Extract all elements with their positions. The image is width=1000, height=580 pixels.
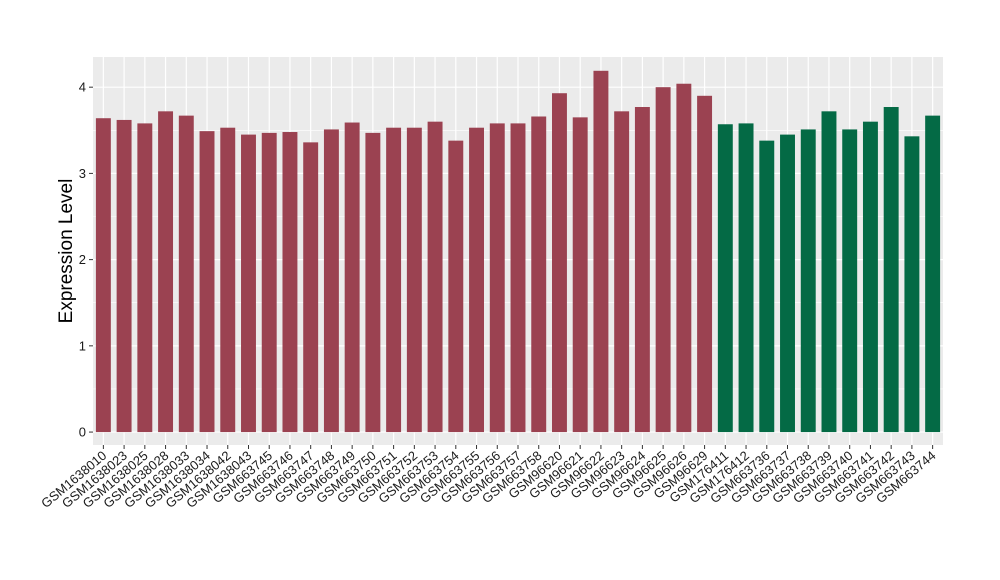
y-tick-label: 3: [79, 166, 86, 181]
bar: [842, 129, 858, 433]
bar: [800, 129, 816, 433]
bar: [572, 117, 588, 433]
bar: [738, 123, 754, 433]
bar: [593, 70, 609, 433]
bar: [95, 118, 111, 433]
bar: [697, 95, 713, 433]
bar: [406, 127, 422, 433]
bars: [95, 70, 941, 433]
bar: [220, 127, 236, 433]
bar: [158, 111, 174, 433]
bar: [386, 127, 402, 433]
y-tick-label: 1: [79, 338, 86, 353]
y-axis: 0 1 2 3 4: [79, 80, 93, 440]
bar: [531, 116, 547, 433]
bar: [821, 111, 837, 433]
bar: [489, 123, 505, 433]
bar: [676, 83, 692, 433]
bar: [365, 132, 381, 433]
bar: [510, 123, 526, 433]
bar: [759, 140, 775, 433]
bar: [862, 121, 878, 433]
bar: [282, 132, 298, 433]
bar: [137, 123, 153, 433]
bar: [303, 142, 319, 433]
bar: [178, 115, 194, 433]
bar: [323, 129, 339, 433]
bar: [904, 136, 920, 433]
bar: [116, 119, 132, 433]
y-tick-label: 4: [79, 80, 86, 95]
bar: [655, 87, 671, 433]
bar: [241, 134, 256, 433]
bar: [469, 127, 484, 433]
bar: [199, 131, 215, 433]
bar: [925, 115, 941, 433]
bar: [427, 121, 443, 433]
x-axis: GSM1638010GSM1638023GSM1638025GSM1638028…: [38, 445, 939, 511]
bar: [614, 111, 630, 433]
y-axis-title: Expression Level: [56, 179, 77, 324]
bar: [634, 107, 650, 433]
bar: [344, 122, 360, 433]
y-tick-label: 0: [79, 425, 86, 440]
y-tick-label: 2: [79, 252, 86, 267]
bar: [448, 140, 464, 433]
bar: [780, 134, 795, 433]
bar: [883, 107, 899, 433]
bar: [552, 93, 567, 433]
bar: [261, 132, 277, 433]
bar: [717, 124, 733, 433]
